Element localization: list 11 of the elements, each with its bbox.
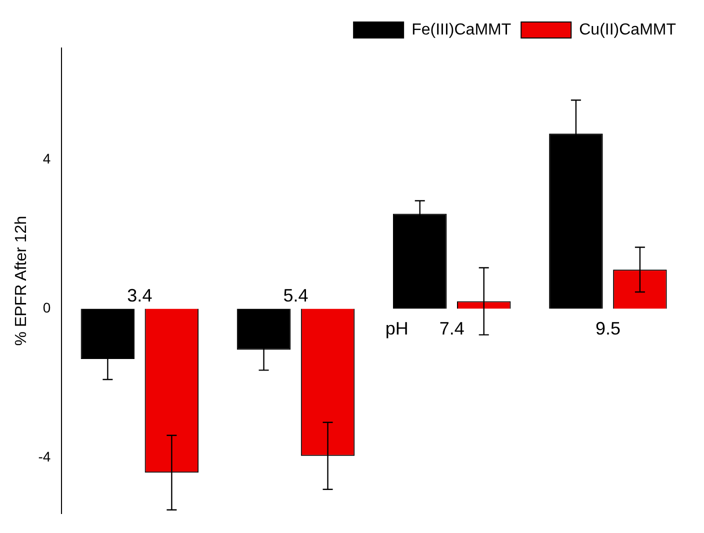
y-tick-label: 0 bbox=[42, 300, 51, 316]
y-axis-title: % EPFR After 12h bbox=[13, 216, 30, 346]
y-tick-label: 4 bbox=[42, 150, 51, 167]
legend-label: Cu(II)CaMMT bbox=[579, 21, 676, 38]
x-tick-label: 5.4 bbox=[283, 286, 308, 306]
x-tick-label: 9.5 bbox=[595, 318, 620, 339]
x-tick-label: 3.4 bbox=[127, 286, 152, 306]
x-tick-label: 7.4 bbox=[439, 318, 464, 339]
y-tick-label: -4 bbox=[38, 448, 51, 465]
x-axis-title: pH bbox=[385, 318, 408, 339]
legend-label: Fe(III)CaMMT bbox=[412, 21, 512, 38]
